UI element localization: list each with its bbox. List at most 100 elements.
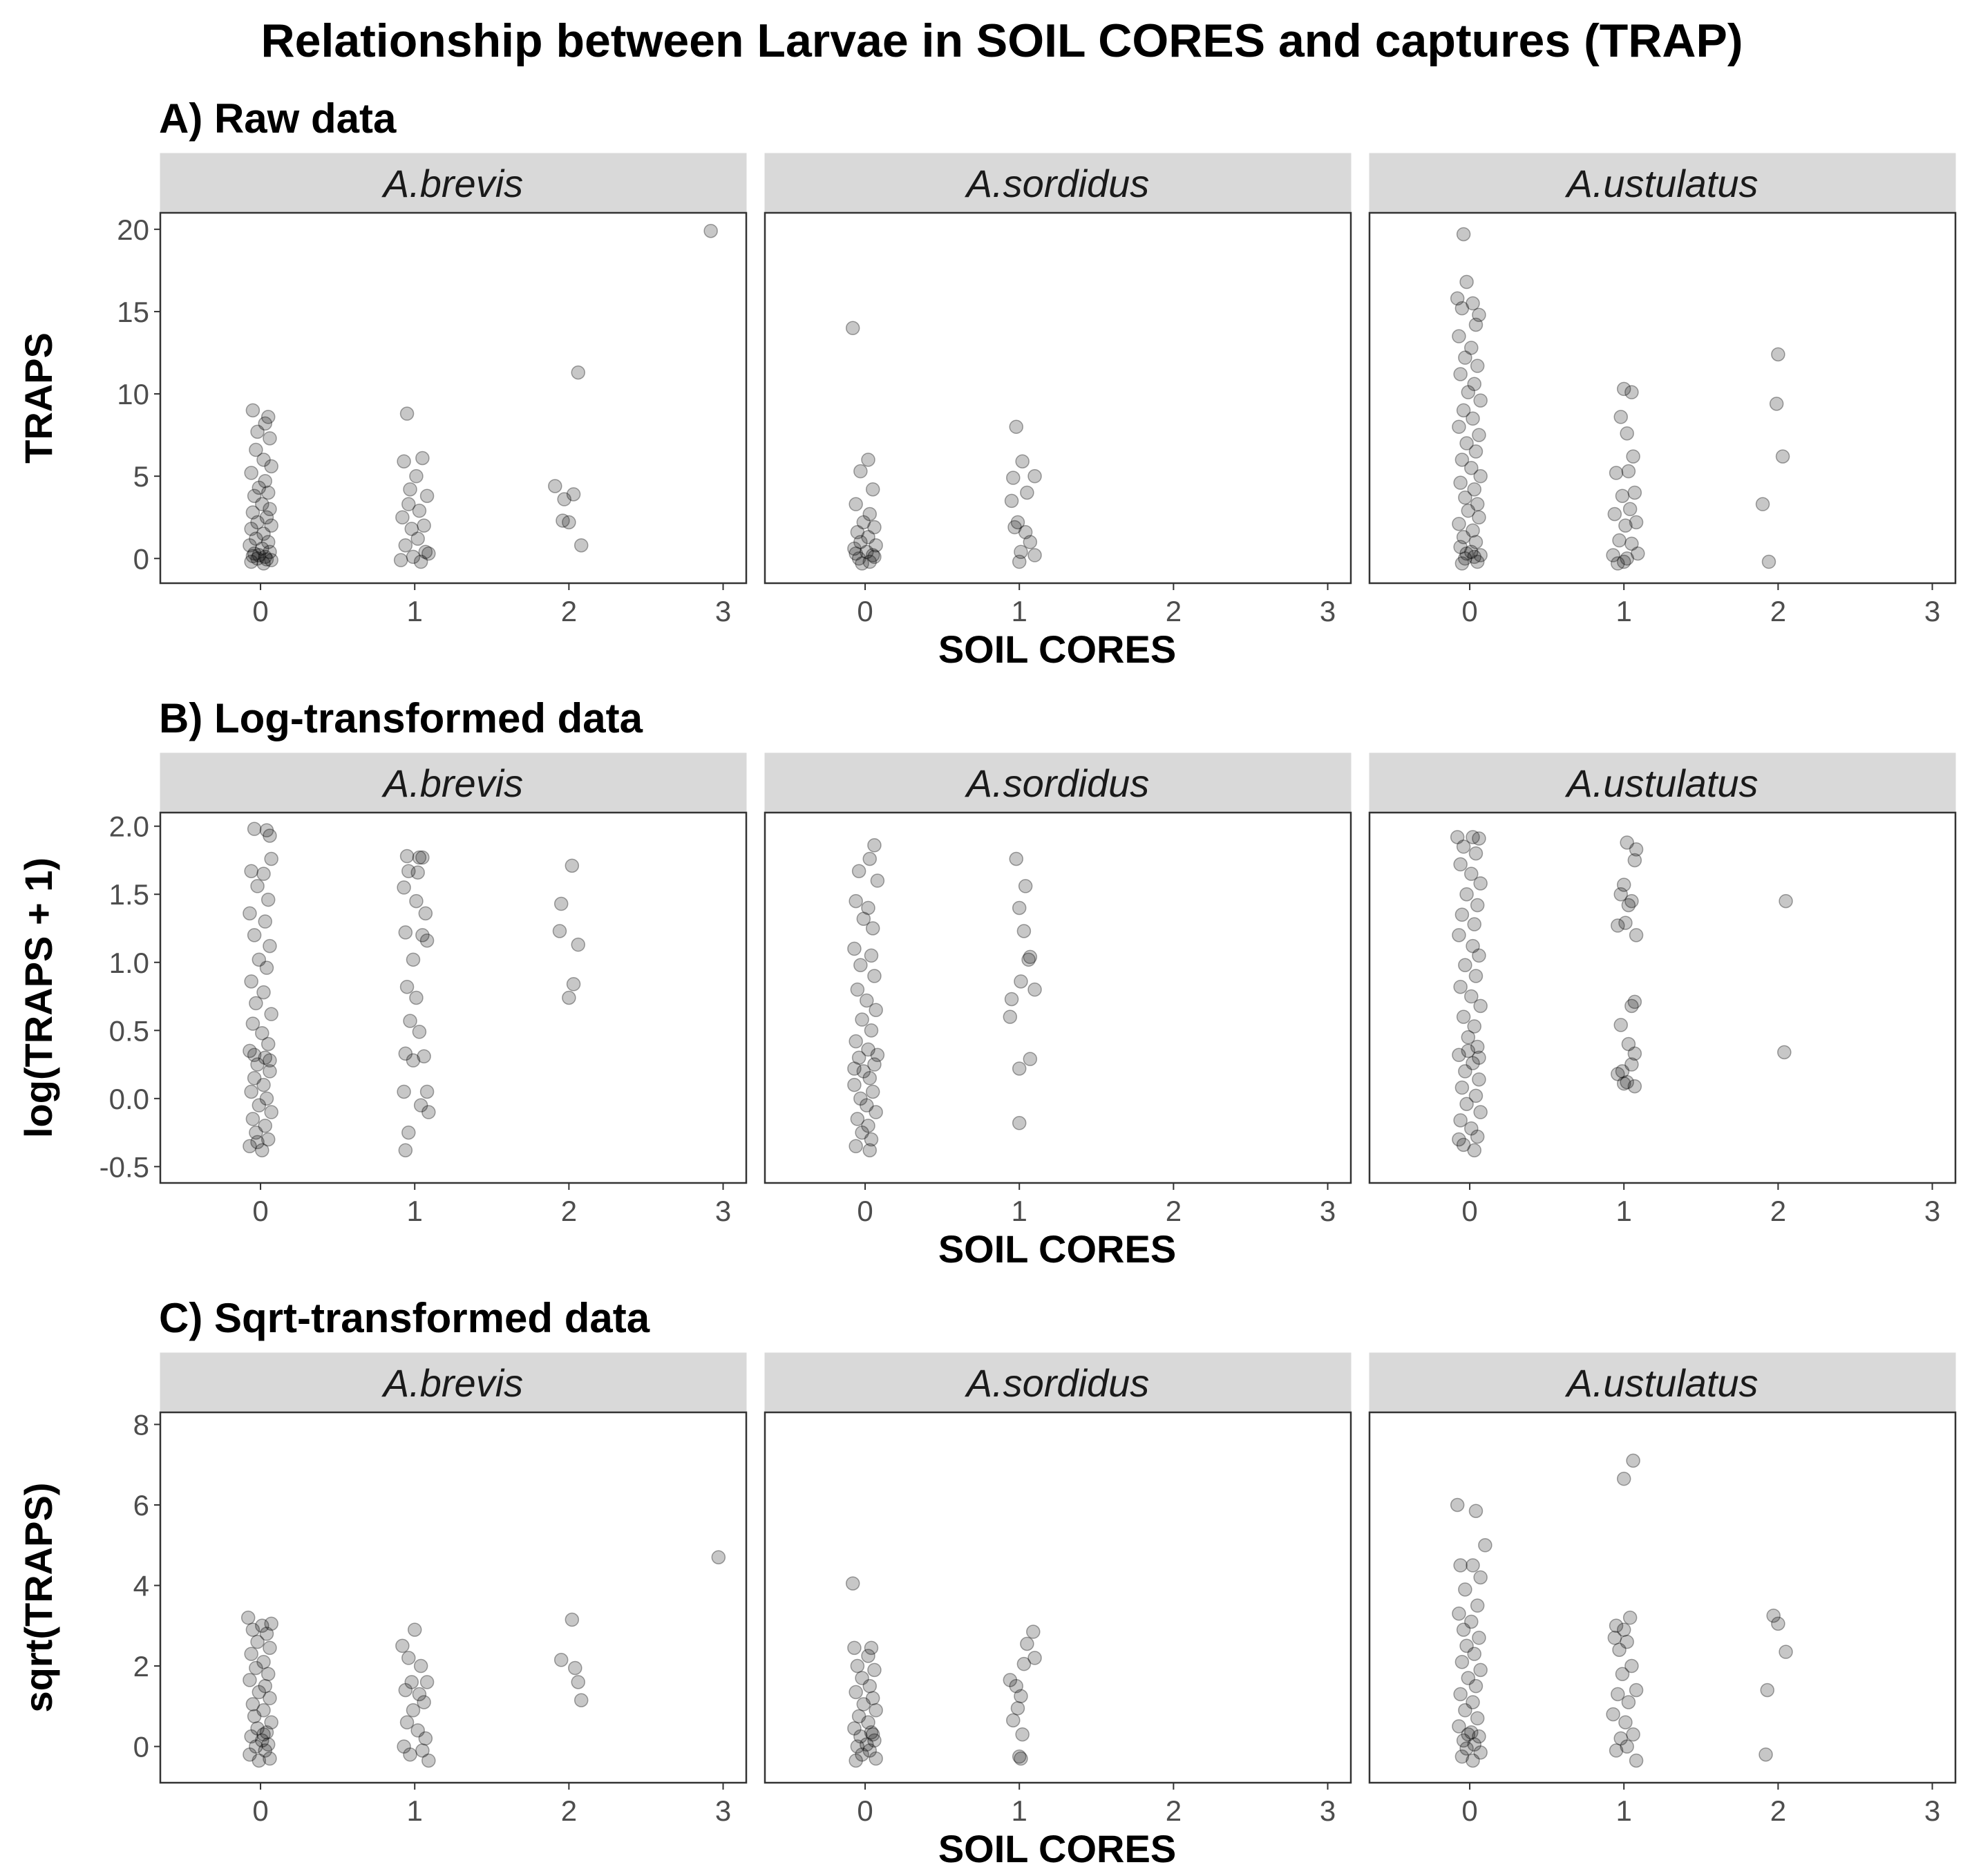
x-tick-label: 0 [252, 595, 268, 627]
data-point [1452, 1132, 1466, 1147]
panel-2: B) Log-transformed data log(TRAPS + 1) SOI… [17, 695, 1957, 1271]
data-point [419, 933, 435, 948]
plot-area [764, 211, 1352, 585]
x-tick-label: 3 [1320, 1195, 1336, 1227]
data-point [256, 556, 271, 571]
data-point [250, 1135, 265, 1150]
facet-strip-label: A.brevis [381, 1361, 523, 1405]
data-point [1453, 1113, 1468, 1128]
plot-area [764, 811, 1352, 1184]
data-point [1467, 1143, 1481, 1157]
data-point [245, 403, 260, 418]
data-point [1014, 544, 1028, 559]
data-point [1616, 1076, 1631, 1091]
x-tick-label: 3 [1924, 595, 1940, 627]
data-point [1467, 1019, 1481, 1034]
data-point [850, 1112, 865, 1126]
data-point [247, 1709, 262, 1724]
x-tick-label: 3 [1320, 595, 1336, 627]
data-point [398, 925, 413, 940]
data-point [1621, 1036, 1636, 1052]
data-point [410, 1723, 425, 1738]
data-point [256, 1703, 271, 1718]
data-point [1473, 548, 1488, 562]
data-point [399, 406, 415, 421]
data-point [1004, 992, 1019, 1007]
data-point [855, 1012, 869, 1027]
data-point [418, 906, 433, 921]
data-point [1472, 428, 1486, 442]
data-point [263, 828, 277, 843]
data-point [1461, 1030, 1476, 1045]
data-point [1616, 1471, 1631, 1486]
data-point [245, 1697, 260, 1712]
plot-area [159, 1411, 748, 1784]
data-point [250, 515, 265, 530]
data-point [258, 1118, 272, 1133]
data-point [244, 974, 258, 989]
data-point [865, 548, 880, 562]
data-point [1470, 359, 1485, 373]
data-point [403, 1747, 417, 1762]
data-point [1453, 475, 1468, 490]
data-point [865, 482, 880, 497]
data-point [1613, 1018, 1628, 1032]
data-point [847, 1061, 862, 1076]
data-point [250, 1057, 265, 1072]
data-point [1611, 1067, 1625, 1081]
x-axis-title: SOIL CORES [938, 1827, 1176, 1870]
data-point [1470, 898, 1485, 913]
data-point [1629, 1753, 1644, 1768]
data-point [850, 524, 865, 540]
data-point [393, 553, 408, 567]
data-point [1468, 846, 1484, 861]
data-point [410, 865, 425, 880]
facet-strip-label: A.ustulatus [1564, 162, 1758, 205]
data-point [397, 1739, 411, 1754]
data-point [568, 1660, 582, 1676]
data-point [1014, 1689, 1028, 1703]
data-point [1452, 1048, 1466, 1063]
data-point [1467, 549, 1481, 565]
data-point [1468, 969, 1484, 983]
data-point [1461, 1671, 1476, 1685]
data-point [1018, 524, 1033, 540]
data-point [1609, 466, 1624, 480]
data-point [259, 1627, 274, 1641]
data-point [862, 506, 877, 522]
data-point [853, 535, 868, 549]
facet-strip-label: A.brevis [381, 761, 523, 805]
data-point [853, 1091, 868, 1106]
data-point [1466, 296, 1480, 311]
data-point [862, 1071, 877, 1086]
data-point [1012, 1061, 1027, 1076]
data-point [1003, 1673, 1018, 1687]
data-point [1467, 917, 1481, 931]
y-tick-label: 2.0 [109, 811, 149, 843]
data-point [1472, 1072, 1486, 1087]
data-point [1615, 1064, 1630, 1079]
data-point [404, 1675, 419, 1689]
data-point [847, 1721, 862, 1736]
data-point [256, 866, 271, 881]
data-point [1612, 1642, 1627, 1657]
data-point [1012, 554, 1027, 569]
y-axis-title: TRAPS [17, 332, 60, 464]
data-point [862, 1743, 877, 1758]
data-point [1621, 898, 1636, 913]
facet-A.sordidus: A.sordidus 0 1 2 3 [764, 1352, 1352, 1827]
data-point [398, 1683, 413, 1698]
facet-strip [160, 752, 747, 813]
data-point [412, 850, 427, 865]
data-point [565, 1612, 580, 1627]
data-point [245, 549, 260, 563]
data-point [264, 518, 278, 533]
data-point [256, 1077, 271, 1092]
y-tick-label: 1.0 [109, 947, 149, 979]
data-point [1456, 1137, 1471, 1153]
data-point [412, 1687, 427, 1702]
facet-strip-label: A.sordidus [965, 1361, 1150, 1405]
data-point [1456, 530, 1471, 544]
x-tick-label: 3 [715, 595, 731, 627]
